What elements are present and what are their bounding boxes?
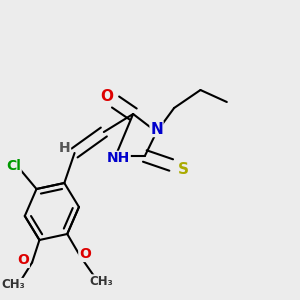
Text: O: O (17, 254, 29, 267)
Text: CH₃: CH₃ (89, 275, 113, 288)
Text: S: S (177, 162, 188, 177)
Text: O: O (79, 248, 91, 261)
Text: N: N (150, 122, 163, 136)
Text: NH: NH (107, 152, 130, 165)
Text: Cl: Cl (6, 159, 21, 172)
Text: O: O (100, 89, 113, 104)
Text: H: H (59, 141, 70, 154)
Text: CH₃: CH₃ (1, 278, 25, 292)
